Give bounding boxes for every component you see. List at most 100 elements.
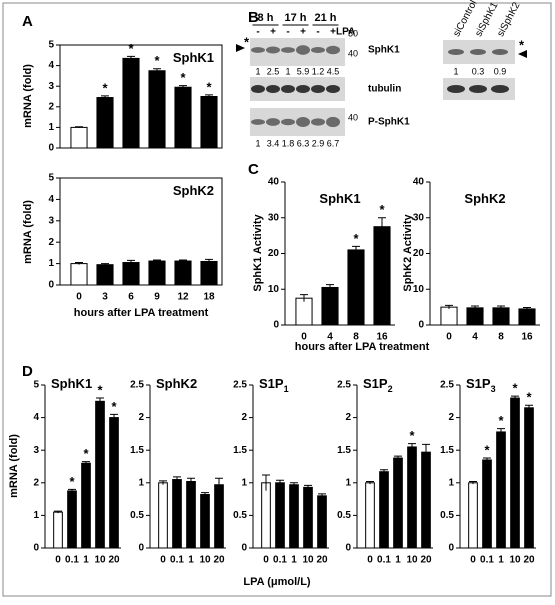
x-tick-label: 9 [154, 292, 160, 303]
bar [148, 260, 166, 286]
bar [421, 451, 431, 549]
blot-row-label: SphK1 [368, 45, 400, 56]
x-tick-label: 0.1 [65, 555, 79, 566]
x-tick-label: 20 [523, 555, 535, 566]
error-bar [101, 263, 109, 266]
x-tick-label: 16 [521, 332, 533, 343]
blot-band [251, 85, 265, 93]
y-tick-label: 0 [345, 543, 351, 554]
error-bar [127, 259, 135, 265]
error-bar [497, 428, 505, 436]
y-tick-label: 2.5 [440, 380, 454, 391]
blot-band [491, 85, 509, 93]
significance-mark: * [409, 428, 415, 443]
timepoint-label: 21 h [314, 12, 336, 24]
blot-band [266, 46, 280, 54]
y-tick-label: 1 [241, 477, 247, 488]
error-bar [96, 397, 104, 405]
blot-band [296, 45, 310, 55]
band-quantification: 2.9 [312, 138, 325, 148]
chart-title: SphK2 [464, 191, 505, 206]
error-bar [215, 477, 223, 492]
mw-marker: 50 [348, 28, 358, 38]
y-tick-label: 0.5 [233, 510, 247, 521]
x-tick-label: 10 [94, 555, 106, 566]
y-tick-label: 1.5 [440, 445, 454, 456]
blot-band [281, 47, 295, 53]
error-bar [469, 480, 477, 485]
lpa-sign: + [270, 27, 276, 38]
error-bar [366, 480, 374, 485]
y-tick-label: 5 [48, 40, 54, 51]
y-tick-label: 1 [448, 477, 454, 488]
bar [53, 511, 63, 549]
x-tick-label: 10 [406, 555, 418, 566]
y-tick-label: 5 [33, 380, 39, 391]
panel-label: D [22, 363, 33, 380]
y-tick-label: 2.5 [233, 380, 247, 391]
bar [95, 400, 105, 549]
y-tick-label: 4 [48, 60, 54, 71]
y-tick-label: 1.5 [233, 445, 247, 456]
error-bar [422, 443, 430, 460]
y-tick-label: 0 [273, 320, 279, 331]
bar [122, 57, 140, 149]
chart-title-text: SphK1 [173, 50, 214, 65]
x-tick-label: 12 [177, 292, 189, 303]
bar [321, 286, 339, 326]
chart-title-text: S1P [363, 376, 388, 391]
x-tick-label: 1 [188, 555, 194, 566]
error-bar [497, 305, 505, 310]
band-arrow [518, 50, 527, 58]
bar [174, 86, 192, 149]
x-tick-label: 20 [108, 555, 120, 566]
error-bar [127, 55, 135, 61]
bar [275, 482, 285, 549]
y-tick-label: 0 [418, 320, 424, 331]
y-tick-label: 30 [413, 212, 425, 223]
blot-band [448, 49, 464, 55]
error-bar [523, 306, 531, 311]
band-quantification: 6.7 [327, 138, 340, 148]
chart-title-text: S1P [466, 376, 491, 391]
mw-marker: 40 [348, 48, 358, 58]
bar [70, 263, 88, 286]
x-tick-label: 0 [470, 555, 476, 566]
x-tick-label: 10 [302, 555, 314, 566]
error-bar [394, 455, 402, 460]
bar [518, 308, 536, 326]
blot-band [296, 116, 310, 128]
y-tick-label: 30 [268, 212, 280, 223]
y-tick-label: 5 [48, 173, 54, 184]
y-tick-label: 1 [138, 477, 144, 488]
y-tick-label: 0 [33, 543, 39, 554]
x-tick-label: 0 [76, 292, 82, 303]
chart-title-text: SphK1 [51, 376, 92, 391]
error-bar [179, 259, 187, 263]
error-bar [380, 469, 388, 474]
error-bar [187, 477, 195, 485]
y-tick-label: 1 [33, 510, 39, 521]
bar [496, 431, 506, 549]
significance-mark: * [379, 202, 385, 217]
y-tick-label: 1 [48, 122, 54, 133]
blot-band [470, 49, 486, 55]
y-tick-label: 0 [138, 543, 144, 554]
blot-band [469, 85, 487, 93]
bar [440, 306, 458, 326]
bar [67, 490, 77, 549]
y-tick-label: 0 [48, 280, 54, 291]
x-tick-label: 20 [213, 555, 225, 566]
chart-title: SphK2 [173, 183, 214, 198]
y-tick-label: 2 [48, 101, 54, 112]
bar [172, 479, 182, 549]
timepoint-label: 17 h [284, 12, 306, 24]
bar [200, 96, 218, 149]
band-quantification: 3.4 [267, 138, 280, 148]
error-bar [290, 482, 298, 487]
error-bar [153, 68, 161, 73]
x-axis-label: hours after LPA treatment [295, 341, 430, 353]
bar [261, 482, 271, 549]
y-tick-label: 2 [138, 412, 144, 423]
significance-mark: * [111, 399, 117, 414]
